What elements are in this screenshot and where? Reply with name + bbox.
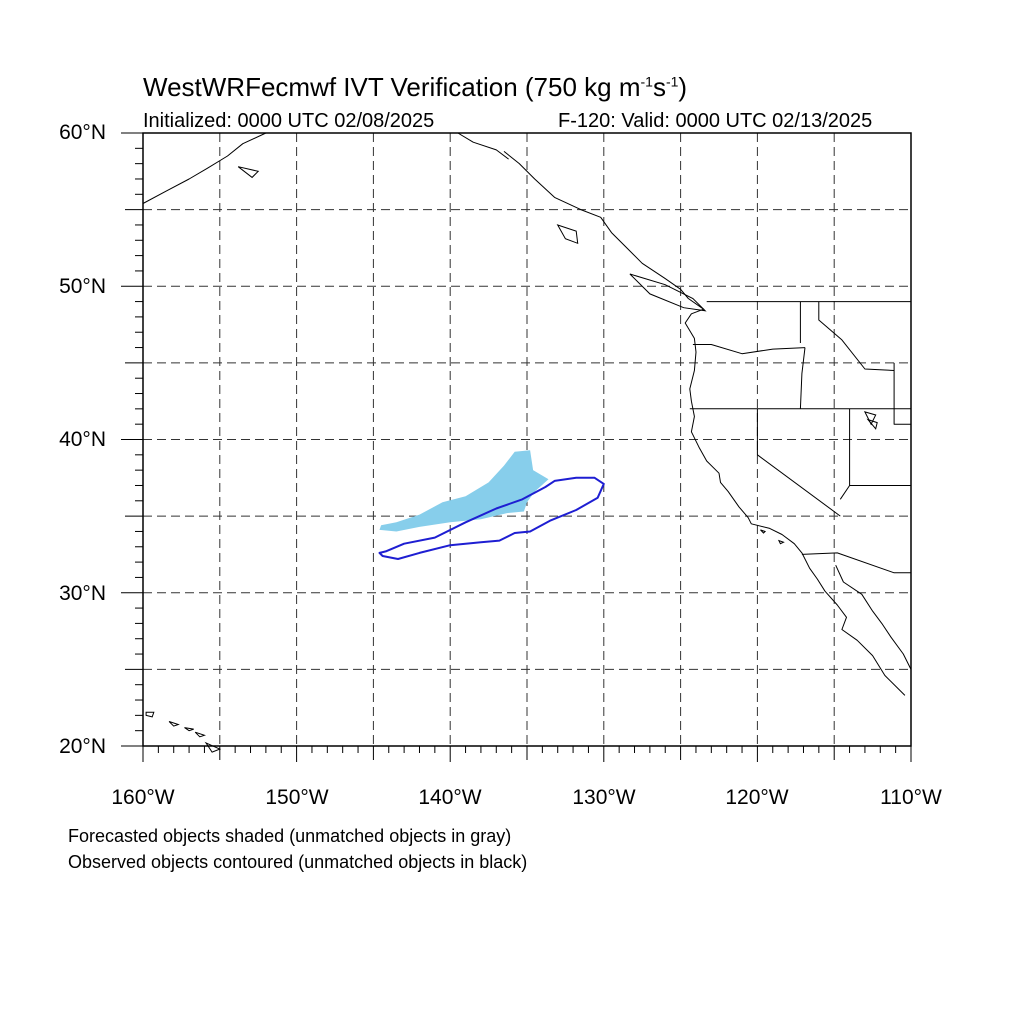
- map-title: WestWRFecmwf IVT Verification (750 kg m-…: [143, 72, 687, 103]
- lon-label-130w: 130°W: [572, 786, 636, 809]
- island-outline: [237, 166, 260, 179]
- island-outline: [168, 721, 180, 727]
- title-suffix: ): [678, 72, 688, 102]
- state-border: [839, 408, 851, 500]
- state-border: [893, 362, 911, 425]
- initialized-time: Initialized: 0000 UTC 02/08/2025: [143, 110, 435, 132]
- island-outline: [145, 711, 155, 718]
- state-border: [692, 344, 806, 355]
- gulf-coastline: [835, 564, 912, 670]
- lat-label-40: 40°N: [59, 428, 106, 451]
- state-border: [818, 301, 895, 371]
- axis-ticks: [121, 132, 912, 762]
- observed-object-contour: [378, 476, 605, 560]
- forecast-note: Forecasted objects shaded (unmatched obj…: [68, 826, 512, 846]
- island-outline: [760, 529, 767, 534]
- island-outline: [629, 273, 707, 312]
- observed-note: Observed objects contoured (unmatched ob…: [68, 852, 528, 872]
- valid-time: F-120: Valid: 0000 UTC 02/13/2025: [558, 110, 873, 132]
- forecast-objects: [379, 450, 549, 532]
- map-frame: [142, 132, 912, 747]
- title-exponent-1: -1: [640, 73, 653, 90]
- island-outline: [556, 224, 579, 245]
- lon-label-110w: 110°W: [880, 786, 942, 809]
- forecast-object-shade: [379, 450, 549, 532]
- west-coastline: [503, 151, 906, 696]
- title-prefix: WestWRFecmwf IVT Verification (750 kg m: [143, 72, 641, 102]
- island-outline: [184, 727, 194, 732]
- lon-label-150w: 150°W: [265, 786, 329, 809]
- alaska-coastline: [142, 132, 267, 204]
- alaska-panhandle-coastline: [457, 132, 509, 160]
- title-exponent-2: -1: [665, 73, 679, 90]
- island-outline: [777, 539, 785, 545]
- geography-lines: [142, 132, 912, 753]
- state-border: [801, 552, 911, 574]
- map-gridlines: [143, 133, 911, 746]
- title-mid: s: [652, 72, 666, 102]
- observed-objects: [378, 476, 605, 560]
- lon-label-140w: 140°W: [418, 786, 482, 809]
- state-border: [799, 347, 806, 409]
- lat-label-50: 50°N: [59, 275, 106, 298]
- island-outline: [194, 731, 206, 738]
- lat-label-60: 60°N: [59, 121, 106, 144]
- lake-outline: [863, 411, 877, 426]
- lat-label-30: 30°N: [59, 582, 106, 605]
- island-outline: [204, 741, 222, 753]
- state-border: [756, 408, 841, 517]
- lon-label-160w: 160°W: [111, 786, 175, 809]
- lon-label-120w: 120°W: [725, 786, 789, 809]
- lat-label-20: 20°N: [59, 735, 106, 758]
